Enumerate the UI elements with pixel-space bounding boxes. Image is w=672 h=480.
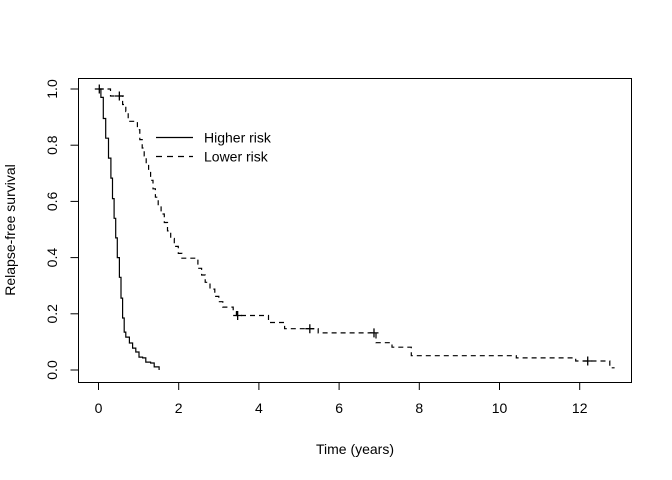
- y-axis: 0.0 0.2 0.4 0.6 0.8 1.0: [44, 79, 79, 380]
- censor-mark: [305, 324, 315, 334]
- x-tick-label: 2: [175, 400, 183, 416]
- legend-item-lower-risk: Lower risk: [156, 148, 269, 164]
- higher-risk-curve: [98, 88, 160, 370]
- x-tick-label: 12: [572, 400, 588, 416]
- legend: Higher risk Lower risk: [156, 129, 272, 164]
- x-axis-title: Time (years): [316, 441, 394, 457]
- censor-mark: [233, 310, 243, 320]
- y-tick-label: 0.2: [44, 304, 60, 324]
- curves-group: [98, 88, 615, 370]
- legend-item-higher-risk: Higher risk: [156, 129, 272, 145]
- y-tick-label: 0.0: [44, 360, 60, 380]
- y-tick-label: 1.0: [44, 79, 60, 99]
- x-tick-label: 10: [492, 400, 508, 416]
- plot-box: [78, 78, 632, 383]
- censor-mark: [114, 91, 124, 101]
- y-tick-label: 0.4: [44, 248, 60, 268]
- legend-label: Higher risk: [204, 129, 272, 145]
- x-tick-label: 0: [95, 400, 103, 416]
- censor-mark: [583, 356, 593, 366]
- x-tick-label: 8: [415, 400, 423, 416]
- y-axis-title: Relapse-free survival: [2, 164, 18, 296]
- legend-label: Lower risk: [204, 148, 269, 164]
- x-tick-label: 4: [255, 400, 263, 416]
- censor-marks-group: [94, 84, 593, 366]
- y-tick-label: 0.6: [44, 191, 60, 211]
- lower-risk-curve: [98, 88, 615, 369]
- x-tick-label: 6: [335, 400, 343, 416]
- x-axis: 0 2 4 6 8 10 12: [95, 382, 588, 416]
- censor-mark: [369, 328, 379, 338]
- censor-mark: [94, 84, 104, 94]
- y-tick-label: 0.8: [44, 135, 60, 155]
